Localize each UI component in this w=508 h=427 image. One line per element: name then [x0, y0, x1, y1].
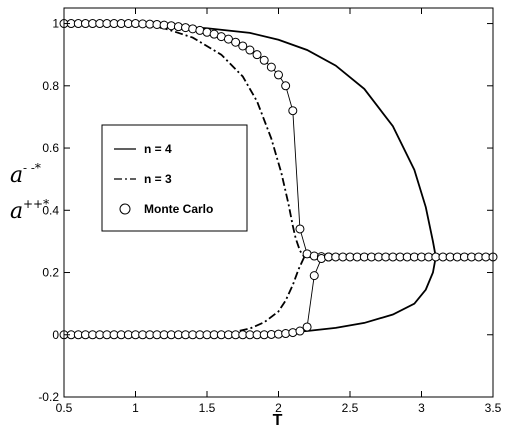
x-tick-label: 1.5	[199, 401, 216, 415]
legend-swatch-marker	[119, 203, 131, 215]
legend-label: n = 4	[144, 142, 172, 156]
plot-area	[59, 19, 498, 340]
y-tick-label: 0	[52, 328, 59, 342]
data-point	[288, 328, 298, 338]
y-axis: -0.2 0 0.2 0.4 0.6 0.8 1	[38, 17, 493, 404]
data-point	[309, 271, 319, 281]
x-tick-label: 3	[418, 401, 425, 415]
data-point	[238, 41, 248, 51]
y-tick-label: -0.2	[38, 390, 59, 404]
x-tick-label: 1	[132, 401, 139, 415]
data-point	[259, 55, 269, 65]
y-axis-title-superscript: - -*	[23, 161, 41, 175]
x-tick-label: 3.5	[485, 401, 502, 415]
y-tick-label: 1	[52, 17, 59, 31]
data-point	[288, 106, 298, 116]
data-point	[281, 81, 291, 91]
series-monte-carlo	[59, 19, 498, 340]
data-point	[274, 70, 283, 80]
data-point	[181, 23, 191, 33]
y-axis-title-superscript: ++*	[23, 197, 49, 211]
x-tick-label: 0.5	[56, 401, 73, 415]
legend-label: Monte Carlo	[144, 202, 213, 216]
y-tick-label: 0.4	[42, 203, 59, 217]
x-tick-label: 2	[275, 401, 282, 415]
data-point	[295, 326, 305, 336]
data-point	[231, 37, 241, 47]
data-point	[245, 45, 255, 55]
series-line	[63, 22, 305, 258]
y-tick-label: 0.6	[42, 141, 59, 155]
x-axis: 0.5 1 1.5 2 2.5 3 3.5	[56, 8, 502, 415]
data-point	[316, 254, 326, 264]
data-point	[302, 322, 312, 332]
y-tick-label: 0.8	[42, 79, 59, 93]
data-point	[295, 224, 305, 234]
legend: n = 4 n = 3 Monte Carlo	[101, 124, 248, 232]
data-point	[252, 50, 262, 60]
y-tick-label: 0.2	[42, 266, 59, 280]
x-tick-label: 2.5	[342, 401, 359, 415]
y-axis-title-symbol: a	[10, 163, 23, 188]
legend-label: n = 3	[144, 172, 172, 186]
data-point	[266, 62, 276, 72]
data-point	[188, 24, 198, 34]
y-axis-title: a- -*a ++*	[10, 161, 49, 224]
x-axis-title: T	[273, 412, 283, 427]
y-axis-title-symbol: a	[10, 199, 23, 224]
